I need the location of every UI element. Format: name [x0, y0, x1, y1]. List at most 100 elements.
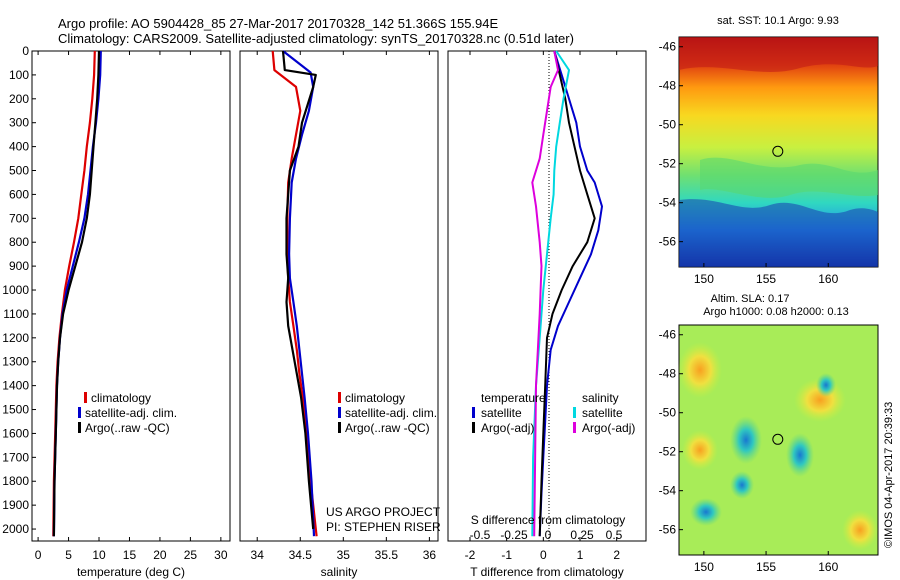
lat-tick-label: -56 — [659, 523, 677, 537]
y-tick-label: 1200 — [2, 331, 29, 345]
legend-swatch-satellite — [338, 407, 341, 418]
sst-map-title: sat. SST: 10.1 Argo: 9.93 — [717, 15, 839, 27]
y-tick-label: 1300 — [2, 355, 29, 369]
y-tick-label: 1800 — [2, 474, 29, 488]
lon-tick-label: 155 — [756, 560, 776, 574]
salinity-panel: 34 34.5 35 35.5 36 salinity climatology sate… — [239, 50, 441, 579]
legend-swatch-climatology — [84, 392, 87, 403]
sla-cold-eddy — [786, 433, 814, 477]
legend-label-s-satellite: satellite — [582, 406, 623, 420]
salinity-x-label: salinity — [321, 565, 358, 579]
series-line-argo-raw-qc — [281, 50, 317, 530]
series-line-temperature-satellite — [538, 50, 603, 537]
legend-label-s-argo: Argo(-adj) — [582, 421, 635, 435]
sla-map-axis-ticks: 150 155 160 -46 -48 -50 -52 -54 -56 — [659, 328, 839, 574]
legend-swatch-s-argo — [573, 422, 576, 433]
y-tick-label: 2000 — [2, 522, 29, 536]
lon-tick-label: 160 — [818, 272, 838, 286]
salinity-legend: climatology satellite-adj. clim. Argo(..… — [338, 391, 437, 435]
legend-header-salinity: salinity — [582, 391, 619, 405]
x-tick-label: -1 — [501, 548, 512, 562]
y-tick-label: 600 — [9, 187, 29, 201]
figure-title-line1: Argo profile: AO 5904428_85 27-Mar-2017 … — [58, 16, 499, 31]
sst-map-panel: sat. SST: 10.1 Argo: 9.93 150 155 160 -46 -4… — [659, 15, 879, 286]
y-tick-label: 1400 — [2, 379, 29, 393]
legend-label-climatology: climatology — [91, 391, 151, 405]
sla-cold-eddy — [690, 498, 722, 526]
sla-warm-eddy — [682, 430, 718, 470]
sla-cold-eddy — [816, 373, 836, 397]
lat-tick-label: -52 — [659, 445, 677, 459]
temperature-axis-ticks: 0 5 10 15 20 25 30 — [35, 51, 228, 562]
x-tick-label: 5 — [65, 548, 72, 562]
legend-label-t-argo: Argo(-adj) — [481, 421, 534, 435]
legend-label-argo: Argo(..raw -QC) — [345, 421, 430, 435]
y-tick-label: 1600 — [2, 426, 29, 440]
salinity-plot-frame — [239, 50, 439, 542]
y-tick-label: 800 — [9, 235, 29, 249]
legend-swatch-t-argo — [472, 422, 475, 433]
legend-swatch-climatology — [338, 392, 341, 403]
lat-tick-label: -48 — [659, 367, 677, 381]
sla-warm-eddy — [678, 342, 722, 398]
figure-title-line2: Climatology: CARS2009. Satellite-adjuste… — [58, 31, 574, 46]
x-tick-label: 30 — [214, 548, 228, 562]
salinity-axis-ticks: 34 34.5 35 35.5 36 — [251, 51, 437, 562]
x-tick-label: 1 — [577, 548, 584, 562]
sst-warm-tongue — [679, 37, 878, 72]
lat-tick-label: -54 — [659, 196, 677, 210]
sla-map-title-line1: Altim. SLA: 0.17 — [711, 293, 790, 305]
difference-plot-frame — [447, 50, 647, 542]
lat-tick-label: -46 — [659, 328, 677, 342]
legend-header-temperature: temperature — [481, 391, 546, 405]
x-tick-label: 15 — [123, 548, 137, 562]
x-tick-label: 35 — [337, 548, 351, 562]
s-tick-label: -0.5 — [470, 528, 491, 542]
legend-swatch-satellite — [78, 407, 81, 418]
y-tick-label: 1700 — [2, 450, 29, 464]
temperature-plot-frame — [31, 50, 231, 542]
sla-cold-eddy — [730, 416, 762, 464]
x-tick-label: 34 — [251, 548, 265, 562]
temperature-x-label: temperature (deg C) — [77, 565, 185, 579]
sla-cold-eddy — [730, 471, 754, 499]
x-tick-label: 36 — [423, 548, 437, 562]
x-tick-label: 2 — [613, 548, 620, 562]
lon-tick-label: 160 — [818, 560, 838, 574]
legend-label-satellite: satellite-adj. clim. — [345, 406, 437, 420]
sla-map-title-line2: Argo h1000: 0.08 h2000: 0.13 — [703, 306, 849, 318]
lon-tick-label: 150 — [694, 272, 714, 286]
x-tick-label: 25 — [184, 548, 198, 562]
sst-cool-band — [679, 199, 878, 267]
difference-profile-lines — [531, 50, 603, 537]
lat-tick-label: -46 — [659, 40, 677, 54]
y-tick-label: 1500 — [2, 403, 29, 417]
s-difference-label: S difference from climatology — [471, 513, 626, 527]
s-tick-label: 0.5 — [606, 528, 623, 542]
y-tick-label: 400 — [9, 140, 29, 154]
y-tick-label: 100 — [9, 68, 29, 82]
s-tick-label: 0 — [545, 528, 552, 542]
series-line-argo-raw-qc — [52, 50, 101, 537]
lon-tick-label: 155 — [756, 272, 776, 286]
y-tick-label: 900 — [9, 259, 29, 273]
difference-legend: temperature salinity satellite Argo(-adj… — [472, 391, 635, 435]
t-difference-axis-ticks: -2 -1 0 1 2 — [465, 51, 620, 562]
sst-map-texture — [679, 37, 878, 267]
y-tick-label: 300 — [9, 116, 29, 130]
x-tick-label: 20 — [153, 548, 167, 562]
x-tick-label: 0 — [35, 548, 42, 562]
legend-label-t-satellite: satellite — [481, 406, 522, 420]
legend-label-satellite: satellite-adj. clim. — [85, 406, 177, 420]
sla-map-texture — [678, 342, 878, 550]
pi-credit: PI: STEPHEN RISER — [326, 520, 441, 534]
lat-tick-label: -50 — [659, 406, 677, 420]
lat-tick-label: -48 — [659, 79, 677, 93]
sst-map-axis-ticks: 150 155 160 -46 -48 -50 -52 -54 -56 — [659, 40, 839, 286]
argo-float-marker — [772, 145, 784, 157]
x-tick-label: 34.5 — [289, 548, 313, 562]
legend-swatch-s-satellite — [573, 407, 576, 418]
s-tick-label: -0.25 — [500, 528, 528, 542]
s-tick-label: 0.25 — [570, 528, 594, 542]
